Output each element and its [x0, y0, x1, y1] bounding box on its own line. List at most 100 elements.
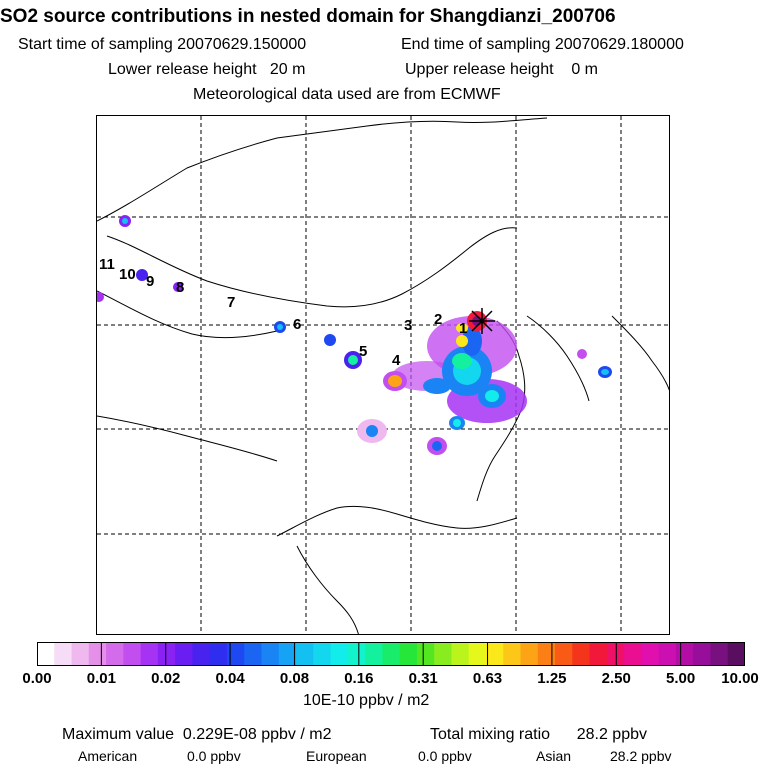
plot-title: SO2 source contributions in nested domai…: [0, 6, 616, 27]
colorbar-swatch: [37, 642, 55, 666]
colorbar-swatch: [54, 642, 73, 666]
colorbar-swatch: [520, 642, 539, 666]
region-label-6: 6: [293, 316, 301, 333]
blob: [277, 324, 283, 330]
colorbar-swatch: [727, 642, 746, 666]
colorbar-tick-label: 0.08: [279, 670, 310, 687]
colorbar-swatch: [330, 642, 349, 666]
coastline-korea: [526, 315, 590, 402]
colorbar-tick-label: 0.63: [472, 670, 503, 687]
blob: [136, 269, 148, 281]
blob: [452, 353, 472, 369]
colorbar-swatch: [261, 642, 280, 666]
border-india: [97, 415, 278, 462]
blob: [348, 355, 358, 365]
region-label-10: 10: [119, 266, 136, 283]
region-label-11: 11: [99, 256, 115, 273]
colorbar-swatch: [226, 642, 245, 666]
colorbar-swatch: [675, 642, 694, 666]
colorbar-tick-label: 2.50: [601, 670, 631, 687]
blob: [453, 419, 461, 427]
region-label-8: 8: [176, 279, 184, 296]
region-label-2: 2: [434, 311, 442, 328]
coastline-north: [97, 117, 548, 222]
lower-release-height-label: Lower release height 20 m: [108, 61, 306, 78]
met-data-label: Meteorological data used are from ECMWF: [193, 86, 501, 103]
colorbar-swatch: [192, 642, 211, 666]
region-label-1: 1: [459, 320, 467, 337]
colorbar-swatch: [572, 642, 591, 666]
blob: [423, 378, 451, 394]
border-west: [97, 290, 278, 339]
colorbar-swatch: [537, 642, 556, 666]
colorbar-swatch: [88, 642, 107, 666]
blob: [122, 218, 128, 224]
region-label-9: 9: [146, 273, 154, 290]
colorbar-swatch: [209, 642, 228, 666]
colorbar-swatch: [278, 642, 297, 666]
region-labels: 1 2 3 4 5 6 7 8 9 10 11: [99, 256, 467, 369]
colorbar-swatch: [485, 642, 504, 666]
coastlines-borders: [97, 117, 669, 634]
map-panel: 1 2 3 4 5 6 7 8 9 10 11: [96, 115, 670, 635]
coastline-japan: [611, 315, 669, 391]
colorbar-swatch: [658, 642, 677, 666]
colorbar-border: [37, 642, 745, 666]
colorbar-swatch: [175, 642, 193, 666]
colorbar-swatch: [382, 642, 401, 666]
colorbar-swatch: [399, 642, 418, 666]
american-label: American: [78, 748, 138, 764]
colorbar-swatch: [244, 642, 262, 666]
european-value: 0.0 ppbv: [418, 748, 472, 764]
end-time-label: End time of sampling 20070629.180000: [401, 36, 684, 53]
blob: [388, 375, 402, 387]
colorbar-swatch: [503, 642, 522, 666]
blob: [456, 323, 468, 333]
colorbar-tick-label: 5.00: [666, 670, 696, 687]
colorbar-tick-label: 0.16: [344, 670, 374, 687]
colorbar-swatch: [451, 642, 470, 666]
receptor-marker: [469, 308, 495, 334]
blob: [462, 326, 482, 356]
colorbar-swatch: [641, 642, 660, 666]
region-label-5: 5: [359, 343, 367, 360]
max-value-label: Maximum value 0.229E-08 ppbv / m2: [62, 726, 332, 743]
concentration-blobs: [97, 215, 612, 455]
border-mongolia: [106, 227, 518, 308]
colorbar-swatch: [296, 642, 314, 666]
coastline-south: [276, 505, 518, 537]
blob: [432, 441, 442, 451]
blob: [577, 349, 587, 359]
upper-release-height-label: Upper release height 0 m: [405, 61, 598, 78]
colorbar-swatch: [140, 642, 159, 666]
start-time-label: Start time of sampling 20070629.150000: [18, 36, 307, 53]
colorbar-swatch: [693, 642, 711, 666]
total-mixing-label: Total mixing ratio 28.2 ppbv: [430, 726, 647, 743]
colorbar-swatch: [71, 642, 90, 666]
colorbar-swatch: [123, 642, 142, 666]
blob: [97, 292, 104, 302]
border-indochina: [296, 545, 359, 634]
colorbar-swatch: [555, 642, 573, 666]
blob: [173, 282, 183, 292]
colorbar-swatch: [416, 642, 435, 666]
colorbar-swatch: [606, 642, 625, 666]
colorbar-tick-label: 1.25: [537, 670, 567, 687]
colorbar-swatch: [365, 642, 383, 666]
colorbar-tick-label: 0.00: [22, 670, 52, 687]
blob: [485, 390, 499, 402]
graticule: [97, 116, 669, 634]
colorbar-swatch: [589, 642, 608, 666]
colorbar-swatch: [313, 642, 332, 666]
colorbar-tick-label: 0.02: [151, 670, 181, 687]
colorbar-swatch: [106, 642, 124, 666]
colorbar-swatch: [468, 642, 487, 666]
colorbar: [36, 642, 746, 666]
unit-label: 10E-10 ppbv / m2: [303, 692, 430, 709]
colorbar-tick-label: 10.00: [721, 670, 759, 687]
blob: [456, 335, 468, 347]
asian-value: 28.2 ppbv: [610, 748, 672, 764]
region-label-4: 4: [392, 352, 401, 369]
colorbar-svg: [36, 642, 746, 666]
colorbar-swatch: [434, 642, 452, 666]
